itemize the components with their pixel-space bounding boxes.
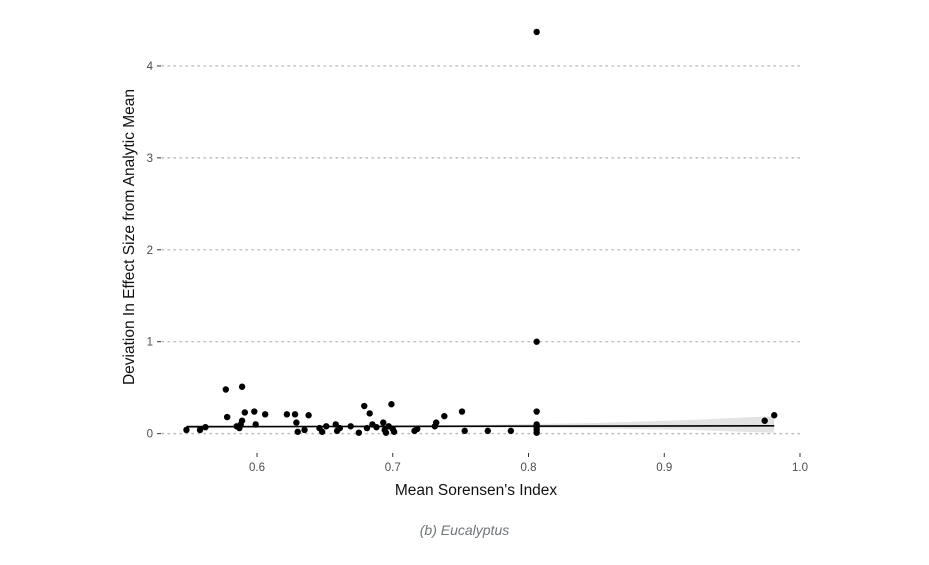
- data-point: [347, 423, 354, 430]
- figure-caption: (b) Eucalyptus: [419, 522, 510, 538]
- confidence-band: [186, 416, 775, 433]
- data-point: [202, 423, 209, 431]
- data-point: [238, 383, 246, 390]
- data-point: [433, 419, 440, 426]
- data-point: [533, 429, 540, 436]
- data-point: [414, 425, 421, 433]
- data-point: [223, 413, 231, 421]
- data-point: [301, 426, 308, 434]
- confidence-band-group: [186, 416, 775, 433]
- data-point: [380, 419, 387, 426]
- data-point: [390, 428, 398, 435]
- data-point: [355, 429, 363, 436]
- fit-line-group: [186, 425, 775, 428]
- data-point: [441, 412, 448, 420]
- x-axis-title: Mean Sorensen's Index: [395, 482, 558, 499]
- fit-line: [186, 425, 775, 428]
- data-point: [461, 427, 468, 435]
- data-point: [293, 419, 300, 426]
- data-point: [241, 409, 249, 416]
- x-tick-label-1.0: 1.0: [792, 462, 808, 474]
- data-point: [382, 429, 390, 436]
- data-point: [373, 423, 380, 431]
- gridlines: [161, 65, 801, 435]
- data-point: [388, 401, 395, 408]
- data-point: [261, 411, 269, 418]
- data-point: [196, 426, 204, 434]
- y-tick-label-3: 3: [147, 153, 153, 165]
- data-point: [283, 411, 291, 418]
- data-point: [363, 424, 371, 432]
- data-point: [533, 408, 540, 415]
- data-point: [771, 412, 778, 419]
- x-tick-label-0.6: 0.6: [249, 462, 265, 474]
- data-point: [318, 428, 326, 435]
- y-tick-label-2: 2: [147, 245, 153, 257]
- x-axis-ticks: 0.6 0.7 0.8 0.9 1.0: [249, 453, 808, 474]
- data-point: [305, 412, 312, 419]
- data-point: [458, 408, 466, 415]
- x-tick-label-0.7: 0.7: [385, 462, 401, 474]
- data-point: [533, 28, 540, 36]
- data-point: [533, 338, 540, 345]
- y-tick-label-1: 1: [147, 337, 153, 349]
- data-point: [238, 417, 246, 424]
- data-point: [336, 424, 344, 432]
- data-point: [366, 410, 373, 417]
- data-point: [484, 427, 491, 435]
- data-point: [183, 426, 190, 434]
- y-axis-ticks: 0 1 2 3 4: [147, 61, 161, 441]
- data-point: [361, 402, 368, 410]
- data-point: [761, 417, 768, 424]
- data-point: [507, 427, 515, 435]
- data-point: [222, 386, 229, 393]
- data-point: [294, 428, 301, 435]
- y-axis-title: Deviation In Effect Size from Analytic M…: [121, 89, 138, 385]
- y-tick-label-4: 4: [147, 61, 154, 73]
- data-point: [323, 423, 330, 430]
- y-tick-label-0: 0: [147, 429, 153, 441]
- data-point: [251, 408, 258, 415]
- data-point: [291, 411, 299, 418]
- x-tick-label-0.9: 0.9: [656, 462, 672, 474]
- data-point: [252, 421, 259, 428]
- data-points: [183, 28, 778, 436]
- x-tick-label-0.8: 0.8: [521, 462, 537, 474]
- data-point: [332, 421, 339, 428]
